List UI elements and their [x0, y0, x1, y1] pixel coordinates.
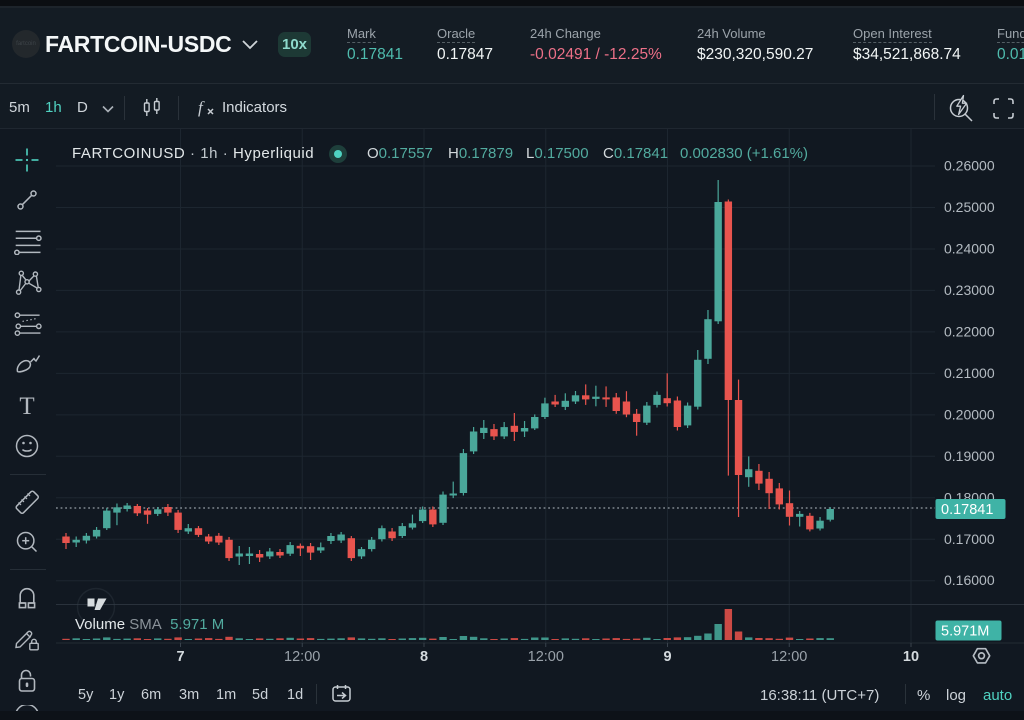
svg-text:10: 10	[903, 649, 919, 665]
svg-text:T: T	[19, 393, 34, 419]
svg-text:0.21000: 0.21000	[944, 365, 995, 381]
svg-text:9: 9	[663, 649, 671, 665]
svg-text:0.17000: 0.17000	[944, 531, 995, 547]
svg-text:0.16000: 0.16000	[944, 572, 995, 588]
svg-text:12:00: 12:00	[284, 649, 320, 665]
svg-text:12:00: 12:00	[528, 649, 564, 665]
svg-text:0.24000: 0.24000	[944, 241, 995, 257]
svg-text:12:00: 12:00	[771, 649, 807, 665]
svg-text:0.25000: 0.25000	[944, 199, 995, 215]
svg-text:5.971M: 5.971M	[941, 624, 989, 640]
svg-text:0.26000: 0.26000	[944, 158, 995, 174]
svg-text:7: 7	[176, 649, 184, 665]
svg-text:f: f	[198, 98, 205, 117]
svg-text:8: 8	[420, 649, 428, 665]
svg-text:0.22000: 0.22000	[944, 323, 995, 339]
svg-text:0.19000: 0.19000	[944, 448, 995, 464]
svg-text:0.20000: 0.20000	[944, 406, 995, 422]
svg-text:0.23000: 0.23000	[944, 282, 995, 298]
svg-text:0.17841: 0.17841	[941, 502, 993, 518]
